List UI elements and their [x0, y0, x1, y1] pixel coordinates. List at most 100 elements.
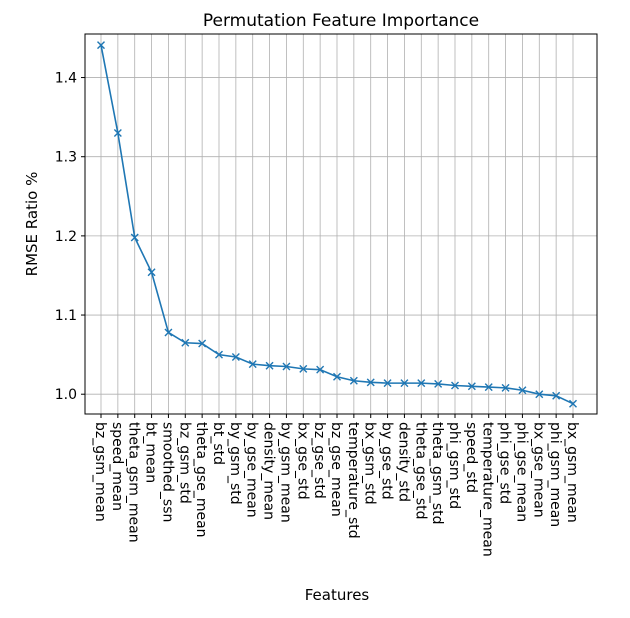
x-tick-label: bx_gsm_mean [564, 422, 580, 523]
x-tick-label: temperature_std [345, 422, 361, 539]
data-point-marker [215, 350, 223, 359]
x-tick-label: density_mean [261, 422, 277, 520]
data-point-marker [434, 379, 443, 388]
grid-lines [85, 34, 597, 414]
x-tick-label: speed_mean [109, 422, 125, 511]
data-point-marker [552, 391, 561, 400]
marker-stroke [569, 399, 577, 408]
data-point-marker [569, 399, 577, 408]
y-axis-ticks: 1.0 1.1 1.2 1.3 1.4 [55, 71, 85, 403]
data-point-marker [282, 362, 291, 371]
x-tick-label: theta_gse_std [412, 422, 428, 520]
data-point-marker [248, 360, 257, 369]
marker-stroke [451, 381, 459, 390]
y-tick-label: 1.0 [55, 387, 77, 403]
x-tick-label: bz_gse_mean [328, 422, 344, 517]
series-rmse-ratio [97, 41, 577, 408]
x-tick-label: bz_gsm_std [176, 422, 192, 504]
marker-stroke [198, 339, 207, 348]
data-point-marker [467, 382, 476, 391]
x-tick-label: bt_mean [143, 422, 159, 483]
x-tick-label: bx_gsm_std [362, 422, 378, 505]
data-point-marker [501, 383, 510, 392]
marker-stroke [97, 41, 105, 50]
data-point-marker [164, 328, 173, 337]
x-tick-label: smoothed_ssn [159, 422, 175, 522]
data-point-marker [97, 41, 105, 50]
x-tick-label: temperature_mean [480, 422, 496, 557]
data-point-marker [198, 339, 207, 348]
marker-stroke [349, 376, 358, 385]
x-tick-label: phi_gsm_mean [547, 422, 563, 527]
data-point-marker [147, 268, 156, 277]
x-tick-label: bx_gse_mean [530, 422, 546, 518]
data-point-marker [535, 390, 544, 399]
y-tick-label: 1.4 [55, 71, 77, 87]
marker-stroke [164, 328, 173, 337]
data-point-marker [349, 376, 358, 385]
x-axis-label: Features [305, 586, 370, 604]
marker-stroke [113, 128, 122, 137]
data-point-marker [130, 233, 139, 242]
y-axis-label: RMSE Ratio % [23, 172, 41, 277]
marker-stroke [265, 361, 274, 370]
marker-stroke [535, 390, 544, 399]
x-tick-label: theta_gse_mean [193, 422, 209, 538]
x-tick-label: phi_gse_std [497, 422, 513, 504]
data-point-marker [383, 379, 392, 388]
marker-stroke [552, 391, 561, 400]
marker-stroke [467, 382, 476, 391]
data-point-marker [518, 386, 527, 395]
marker-stroke [147, 268, 156, 277]
marker-stroke [181, 338, 190, 347]
data-point-marker [417, 379, 426, 388]
x-tick-label: speed_std [463, 422, 479, 493]
y-tick-label: 1.3 [55, 150, 77, 166]
marker-stroke [383, 379, 392, 388]
x-tick-label: bt_std [210, 422, 226, 465]
marker-stroke [130, 233, 139, 242]
data-point-marker [400, 379, 409, 388]
data-point-marker [366, 378, 375, 387]
y-tick-label: 1.2 [55, 229, 77, 245]
marker-stroke [333, 372, 341, 381]
x-tick-label: theta_gsm_mean [126, 422, 142, 543]
marker-stroke [231, 353, 240, 361]
marker-stroke [316, 365, 325, 374]
x-axis-ticks: bz_gsm_mean speed_mean theta_gsm_mean bt_me… [92, 414, 580, 557]
marker-stroke [518, 386, 527, 395]
marker-stroke [501, 383, 510, 392]
data-point-marker [181, 338, 190, 347]
chart-title: Permutation Feature Importance [203, 11, 479, 31]
x-tick-label: theta_gsm_std [429, 422, 445, 525]
marker-stroke [484, 383, 493, 392]
marker-stroke [366, 378, 375, 387]
data-point-marker [231, 353, 240, 361]
marker-stroke [215, 350, 223, 359]
x-tick-label: by_gsm_mean [277, 422, 293, 523]
y-tick-label: 1.1 [55, 308, 77, 324]
marker-stroke [400, 379, 409, 388]
x-tick-label: bz_gsm_mean [92, 422, 108, 522]
data-point-marker [113, 128, 122, 137]
data-point-marker [265, 361, 274, 370]
data-point-marker [299, 364, 308, 373]
marker-stroke [248, 360, 257, 369]
x-tick-label: phi_gse_mean [513, 422, 529, 522]
x-tick-label: phi_gsm_std [446, 422, 462, 509]
data-point-marker [451, 381, 459, 390]
marker-stroke [434, 379, 443, 388]
marker-stroke [282, 362, 291, 371]
x-tick-label: bz_gse_std [311, 422, 327, 499]
x-tick-label: density_std [395, 422, 411, 502]
plot-frame [84, 33, 598, 415]
x-tick-label: by_gsm_std [227, 422, 243, 505]
marker-stroke [299, 364, 308, 373]
data-point-marker [484, 383, 493, 392]
data-point-marker [316, 365, 325, 374]
marker-stroke [417, 379, 426, 388]
data-point-marker [333, 372, 341, 381]
x-tick-label: by_gse_std [379, 422, 395, 500]
x-tick-label: bx_gse_std [294, 422, 310, 500]
